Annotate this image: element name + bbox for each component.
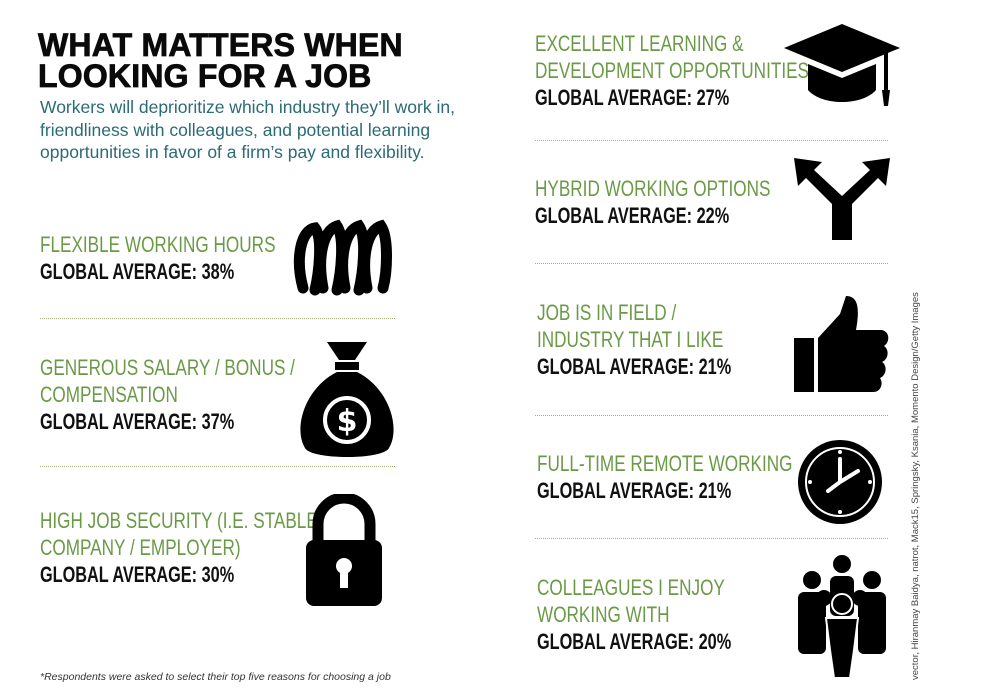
page-title: WHAT MATTERS WHEN LOOKING FOR A JOB <box>38 27 403 94</box>
divider <box>40 466 395 467</box>
item-remote: FULL-TIME REMOTE WORKING GLOBAL AVERAGE:… <box>537 451 793 503</box>
fork-arrow-icon <box>794 158 890 240</box>
item-hybrid: HYBRID WORKING OPTIONS GLOBAL AVERAGE: 2… <box>535 176 771 228</box>
item-colleagues: COLLEAGUES I ENJOY WORKING WITH GLOBAL A… <box>537 575 732 654</box>
people-group-icon <box>798 555 886 679</box>
item-learning: EXCELLENT LEARNING & DEVELOPMENT OPPORTU… <box>535 31 809 110</box>
item-flexible-hours: FLEXIBLE WORKING HOURS GLOBAL AVERAGE: 3… <box>40 232 276 284</box>
divider <box>535 140 888 141</box>
thumbs-up-icon <box>794 296 889 392</box>
footnote: *Respondents were asked to select their … <box>40 671 391 683</box>
money-bag-icon: $ <box>300 342 394 457</box>
divider <box>40 318 395 319</box>
divider <box>535 538 888 539</box>
svg-text:$: $ <box>337 404 358 439</box>
item-job-security: HIGH JOB SECURITY (I.E. STABLE COMPANY /… <box>40 508 318 587</box>
divider <box>535 263 888 264</box>
graduation-cap-icon <box>784 24 900 106</box>
item-field-industry: JOB IS IN FIELD / INDUSTRY THAT I LIKE G… <box>537 300 732 379</box>
item-salary: GENEROUS SALARY / BONUS / COMPENSATION G… <box>40 355 295 434</box>
subtitle: Workers will deprioritize which industry… <box>40 97 455 162</box>
padlock-icon <box>306 494 382 606</box>
image-credit: vector, Hiranmay Baidya, natrot, Mack15,… <box>910 292 921 680</box>
divider <box>535 415 888 416</box>
clock-icon <box>798 440 882 524</box>
spring-icon <box>293 219 392 296</box>
